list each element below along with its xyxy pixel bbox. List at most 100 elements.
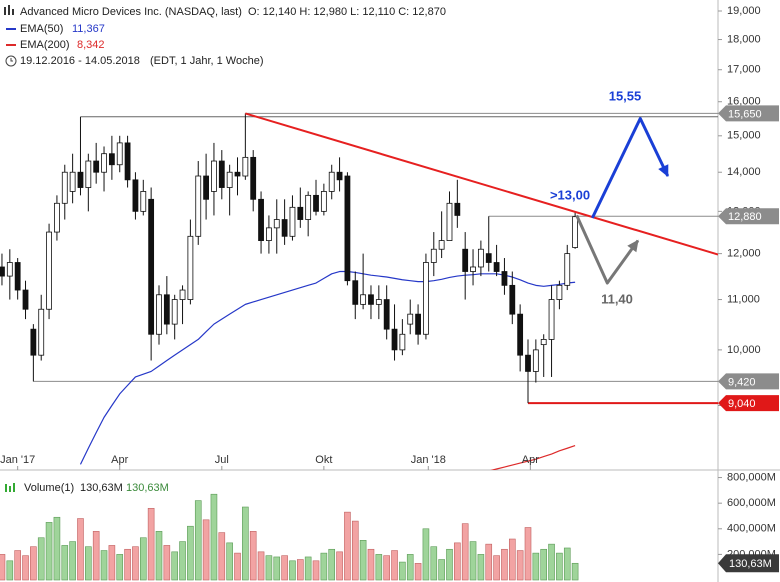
- volume-tag-label: 130,63M: [729, 558, 772, 570]
- level-tag: [718, 373, 779, 390]
- candle-body: [454, 202, 461, 216]
- candle-body: [281, 219, 288, 237]
- candle-body: [101, 153, 107, 173]
- volume-bar: [53, 516, 61, 581]
- volume-bar: [92, 531, 100, 581]
- candle-body: [124, 142, 131, 181]
- y-tick-label: 15,000: [727, 130, 761, 142]
- volume-bar: [218, 532, 226, 581]
- volume-bar: [540, 548, 548, 581]
- volume-bar: [383, 555, 390, 581]
- candle-body: [564, 253, 571, 286]
- volume-bar: [438, 559, 445, 581]
- candle-body: [423, 262, 429, 335]
- candle-body: [258, 198, 264, 241]
- volume-bar: [179, 541, 186, 581]
- volume-bar: [328, 548, 336, 581]
- candle-body: [352, 280, 359, 305]
- icon: [9, 486, 11, 492]
- candle-body: [572, 216, 579, 248]
- volume-bar: [508, 538, 516, 581]
- volume-bar: [406, 554, 414, 581]
- candle-body: [313, 194, 319, 212]
- icon: [13, 483, 15, 492]
- icon: [4, 7, 6, 15]
- volume-bar: [556, 552, 563, 581]
- volume-bar: [320, 552, 328, 581]
- y-tick-label: 400,000M: [727, 523, 776, 535]
- volume-bar: [367, 548, 375, 581]
- candle-body: [289, 206, 296, 237]
- level-label: 12,880: [728, 211, 762, 223]
- candle-body: [391, 328, 398, 351]
- candle-body: [250, 156, 257, 200]
- volume-bar: [257, 551, 265, 581]
- icon: [5, 484, 7, 492]
- candle-body: [501, 271, 508, 286]
- ema-line: [490, 445, 576, 470]
- volume-bar: [422, 528, 430, 581]
- x-tick-label: Apr: [111, 454, 128, 466]
- volume-bar: [14, 550, 21, 581]
- candle-body: [360, 294, 367, 305]
- y-tick-label: 17,000: [727, 64, 761, 76]
- candle-body: [61, 171, 68, 204]
- candle-body: [320, 191, 327, 212]
- candle-body: [140, 191, 147, 212]
- volume-bar: [524, 527, 532, 581]
- candle-body: [438, 240, 445, 250]
- volume-bar: [249, 531, 257, 581]
- annotation: >13,00: [550, 187, 590, 202]
- volume-bar: [281, 555, 288, 581]
- candle-body: [0, 266, 5, 277]
- x-tick-label: Jul: [215, 454, 229, 466]
- candle-body: [195, 175, 202, 237]
- candle-body: [14, 262, 21, 291]
- volume-bar: [414, 563, 422, 581]
- volume-bar: [139, 537, 147, 581]
- volume-bar: [375, 554, 383, 581]
- volume-tag: [718, 554, 779, 573]
- volume-bar: [344, 511, 351, 581]
- volume-bar: [297, 559, 304, 581]
- candle-body: [493, 262, 500, 272]
- legend-value: 11,367: [72, 23, 105, 35]
- volume-bar: [571, 562, 579, 581]
- volume-bar: [477, 554, 485, 581]
- candle-body: [132, 179, 139, 212]
- candle-body: [399, 333, 406, 351]
- candle-body: [226, 171, 233, 188]
- candle-body: [525, 354, 531, 372]
- volume-bar: [351, 520, 359, 581]
- volume-bar: [430, 546, 438, 581]
- candle-body: [509, 284, 516, 315]
- volume-bar: [532, 552, 540, 581]
- candle-body: [328, 171, 335, 192]
- volume-bar: [61, 545, 69, 581]
- forecast-arrow: [575, 214, 640, 285]
- volume-bar: [242, 506, 249, 581]
- candle-body: [156, 294, 162, 335]
- volume-bar: [273, 556, 281, 581]
- candle-body: [187, 235, 194, 300]
- candle-body: [517, 313, 524, 356]
- volume-bar: [0, 554, 6, 581]
- y-tick-label: 14,000: [727, 166, 761, 178]
- candle-body: [273, 219, 280, 229]
- volume-bar: [124, 548, 131, 581]
- level-label: 9,420: [728, 376, 756, 388]
- volume-bar: [454, 542, 461, 581]
- x-tick-label: Okt: [315, 454, 332, 466]
- annotation: 11,40: [601, 291, 633, 306]
- candle-body: [477, 248, 484, 268]
- candle-body: [6, 262, 13, 277]
- volume-bar: [265, 555, 273, 581]
- clock-icon: [10, 58, 13, 62]
- y-tick-label: 12,000: [727, 248, 761, 260]
- candle-body: [540, 339, 547, 346]
- candle-body: [415, 313, 421, 335]
- y-tick-label: 19,000: [727, 5, 761, 17]
- volume-bar: [516, 550, 524, 581]
- candle-body: [305, 194, 312, 220]
- y-tick-label: 16,000: [727, 96, 761, 108]
